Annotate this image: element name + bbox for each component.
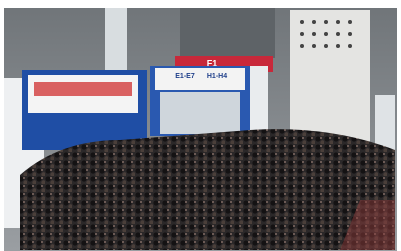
gate-pillar: [250, 66, 268, 136]
border: [0, 0, 401, 8]
border-right: [397, 0, 401, 251]
booth-sign-logo: [34, 82, 132, 96]
ceiling: [180, 8, 275, 58]
gate-sign-right: H1-H4: [207, 73, 227, 80]
white-pillar: [290, 10, 370, 150]
photo: F1 E1-E7 H1-H4: [0, 0, 401, 251]
border-left: [0, 0, 4, 251]
gate-sign: [155, 68, 245, 90]
gate-sign-left: E1-E7: [175, 73, 195, 80]
crowd: [20, 129, 395, 250]
window: [105, 8, 127, 78]
gate-opening: [160, 92, 240, 134]
